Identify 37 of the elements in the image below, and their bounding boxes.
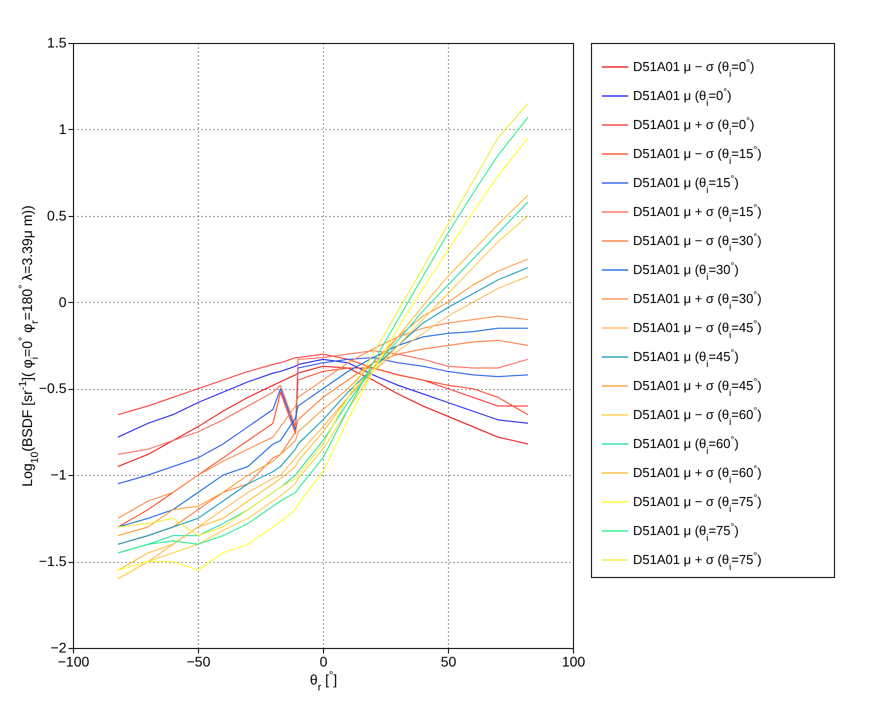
legend-label: D51A01 μ (θ$_{i}$=0$^{°}$) (633, 86, 732, 108)
legend-label: D51A01 μ + σ (θ$_{i}$=60$^{°}$) (633, 464, 762, 486)
x-tick-label: −100 (58, 654, 90, 670)
x-tick-label: 100 (562, 654, 586, 670)
y-tick-label: −1 (50, 466, 67, 483)
x-tick-label: −50 (186, 654, 211, 670)
line-series (118, 350, 528, 455)
line-series (118, 366, 528, 467)
y-tick-label: −2 (50, 640, 67, 656)
legend-label: D51A01 μ + σ (θ$_{i}$=30$^{°}$) (633, 290, 762, 312)
y-tick-label: 0 (58, 294, 67, 310)
y-tick-label: 1.5 (47, 34, 67, 50)
legend-label: D51A01 μ (θ$_{i}$=45$^{°}$) (633, 348, 739, 370)
legend-label: D51A01 μ − σ (θ$_{i}$=75$^{°}$) (633, 492, 762, 514)
legend-label: D51A01 μ (θ$_{i}$=30$^{°}$) (633, 260, 739, 282)
legend-label: D51A01 μ (θ$_{i}$=60$^{°}$) (633, 434, 739, 456)
x-tick-label: 50 (440, 654, 456, 670)
legend-label: D51A01 μ + σ (θ$_{i}$=0$^{°}$) (633, 116, 754, 138)
line-series (118, 367, 528, 528)
legend-label: D51A01 μ (θ$_{i}$=75$^{°}$) (633, 522, 739, 544)
line-series (118, 358, 528, 438)
legend-label: D51A01 μ − σ (θ$_{i}$=30$^{°}$) (633, 232, 762, 254)
y-tick-label: 1 (58, 120, 67, 137)
y-tick-label: −1.5 (38, 553, 67, 570)
x-axis-title: θ$_{r}$ [$^{°}$] (310, 670, 338, 694)
y-tick-label: 0.5 (47, 207, 67, 224)
legend-label: D51A01 μ − σ (θ$_{i}$=15$^{°}$) (633, 144, 762, 166)
legend-label: D51A01 μ + σ (θ$_{i}$=15$^{°}$) (633, 202, 762, 224)
legend-label: D51A01 μ + σ (θ$_{i}$=75$^{°}$) (633, 550, 762, 572)
legend-label: D51A01 μ − σ (θ$_{i}$=45$^{°}$) (633, 318, 762, 340)
legend-label: D51A01 μ − σ (θ$_{i}$=60$^{°}$) (633, 406, 762, 428)
y-tick-label: −0.5 (38, 380, 67, 396)
legend-label: D51A01 μ − σ (θ$_{i}$=0$^{°}$) (633, 58, 754, 80)
x-tick-label: 0 (320, 654, 328, 670)
line-series (118, 357, 528, 484)
legend-label: D51A01 μ (θ$_{i}$=15$^{°}$) (633, 174, 739, 196)
legend-label: D51A01 μ + σ (θ$_{i}$=45$^{°}$) (633, 376, 762, 398)
